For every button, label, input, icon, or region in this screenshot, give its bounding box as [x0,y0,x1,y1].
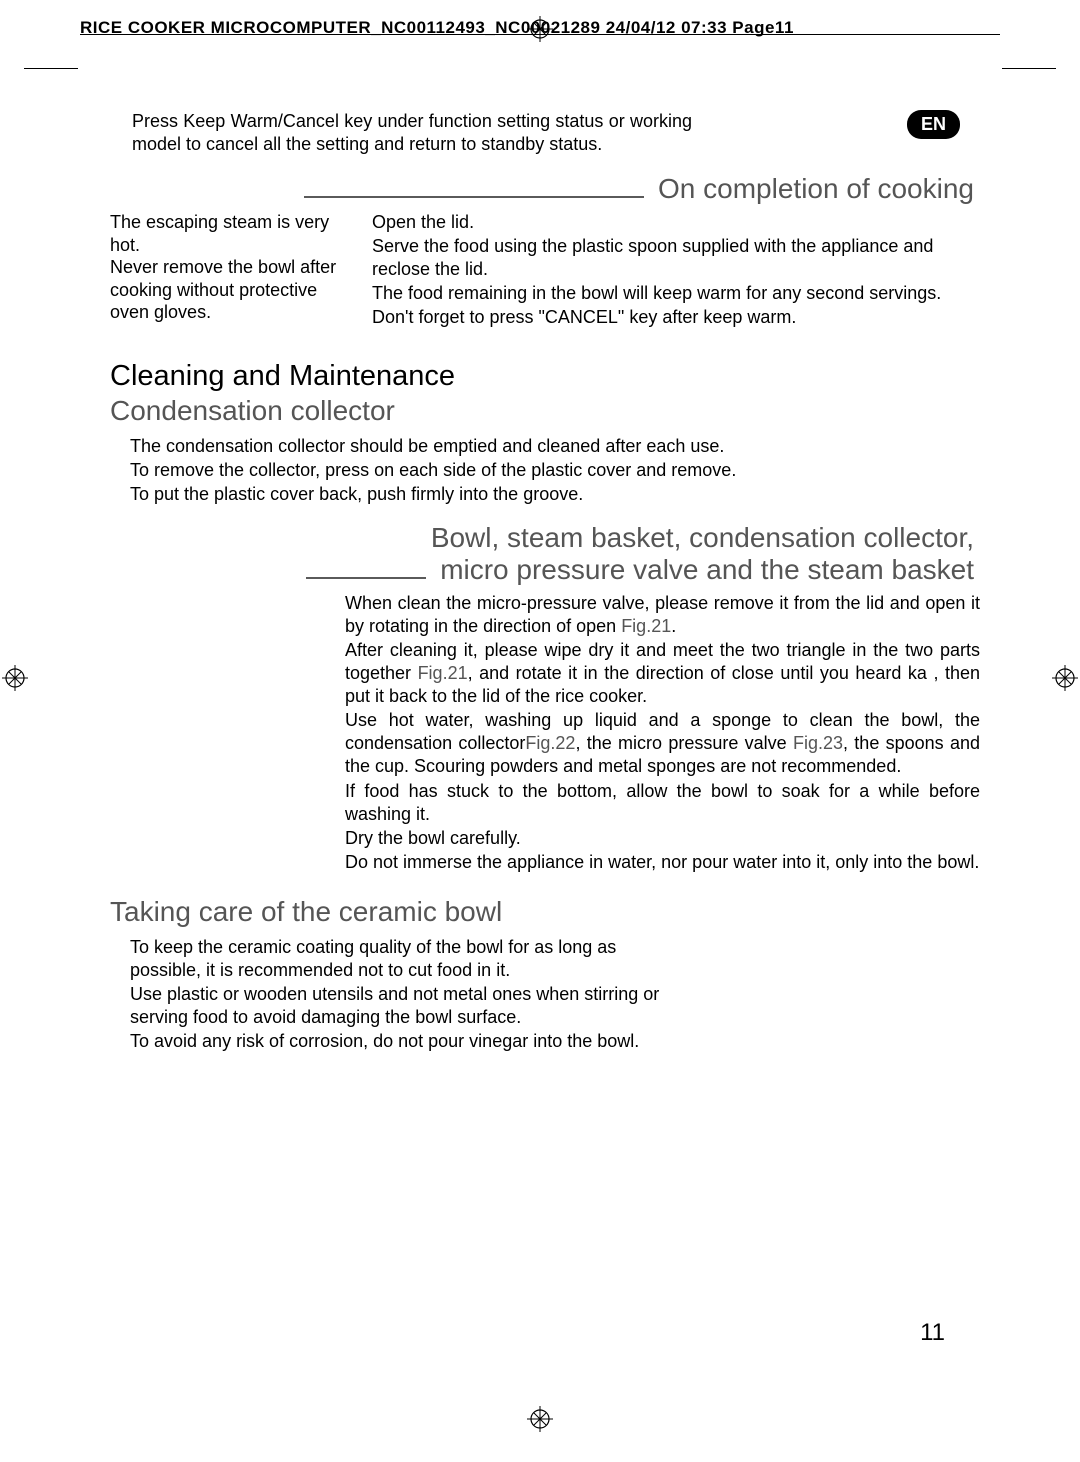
warning-text: The escaping steam is very hot. [110,211,340,256]
list-item: The condensation collector should be emp… [130,435,980,458]
rule-line [306,577,426,579]
register-mark-right-icon [1052,665,1078,691]
text: , the micro pressure valve [575,733,793,753]
list-item: To put the plastic cover back, push firm… [130,483,980,506]
bowl-body: When clean the micro-pressure valve, ple… [345,592,980,873]
text: . [671,616,676,636]
page-number: 11 [920,1319,945,1347]
list-item: If food has stuck to the bottom, allow t… [345,780,980,826]
list-item: To avoid any risk of corrosion, do not p… [130,1030,690,1053]
list-item: Dry the bowl carefully. [345,827,980,850]
completion-body: The escaping steam is very hot. Never re… [110,211,980,330]
register-mark-top-icon [527,16,553,42]
list-item: To remove the collector, press on each s… [130,459,980,482]
section-title: On completion of cooking [652,173,980,205]
section-completion-header: On completion of cooking [110,173,980,205]
intro-paragraph: Press Keep Warm/Cancel key under functio… [132,110,692,155]
list-item: After cleaning it, please wipe dry it an… [345,639,980,708]
rule-line [304,196,644,198]
figure-ref: Fig.23 [793,733,843,753]
figure-ref: Fig.21 [418,663,468,683]
list-item: Don't forget to press "CANCEL" key after… [372,306,980,329]
subsection-condensation-header: Condensation collector [110,395,980,427]
list-item: Use plastic or wooden utensils and not m… [130,983,690,1029]
condensation-body: The condensation collector should be emp… [130,435,980,506]
list-item: Serve the food using the plastic spoon s… [372,235,980,281]
crop-mark-right [1002,68,1056,69]
subsection-title-line2: micro pressure valve and the steam baske… [434,554,980,586]
subsection-title-line1: Bowl, steam basket, condensation collect… [425,522,980,554]
list-item: Open the lid. [372,211,980,234]
subsection-title: Condensation collector [110,395,401,427]
manual-page: RICE COOKER MICROCOMPUTER_NC00112493_NC0… [0,0,1080,1462]
subsection-bowl-header: Bowl, steam basket, condensation collect… [110,522,980,586]
page-content: EN Press Keep Warm/Cancel key under func… [110,110,980,1382]
safety-warnings: The escaping steam is very hot. Never re… [110,211,340,330]
crop-mark-left [24,68,78,69]
list-item: When clean the micro-pressure valve, ple… [345,592,980,638]
section-cleaning-title: Cleaning and Maintenance [110,360,980,393]
list-item: Do not immerse the appliance in water, n… [345,851,980,874]
list-item: The food remaining in the bowl will keep… [372,282,980,305]
register-mark-left-icon [2,665,28,691]
warning-text: Never remove the bowl after cooking with… [110,256,340,324]
language-badge: EN [907,110,960,139]
completion-steps: Open the lid. Serve the food using the p… [372,211,980,330]
figure-ref: Fig.21 [621,616,671,636]
register-mark-bottom-icon [527,1406,553,1432]
figure-ref: Fig.22 [525,733,575,753]
list-item: To keep the ceramic coating quality of t… [130,936,690,982]
list-item: Use hot water, washing up liquid and a s… [345,709,980,778]
ceramic-body: To keep the ceramic coating quality of t… [130,936,690,1053]
subsection-title: Taking care of the ceramic bowl [110,896,508,928]
subsection-ceramic-header: Taking care of the ceramic bowl [110,896,980,928]
